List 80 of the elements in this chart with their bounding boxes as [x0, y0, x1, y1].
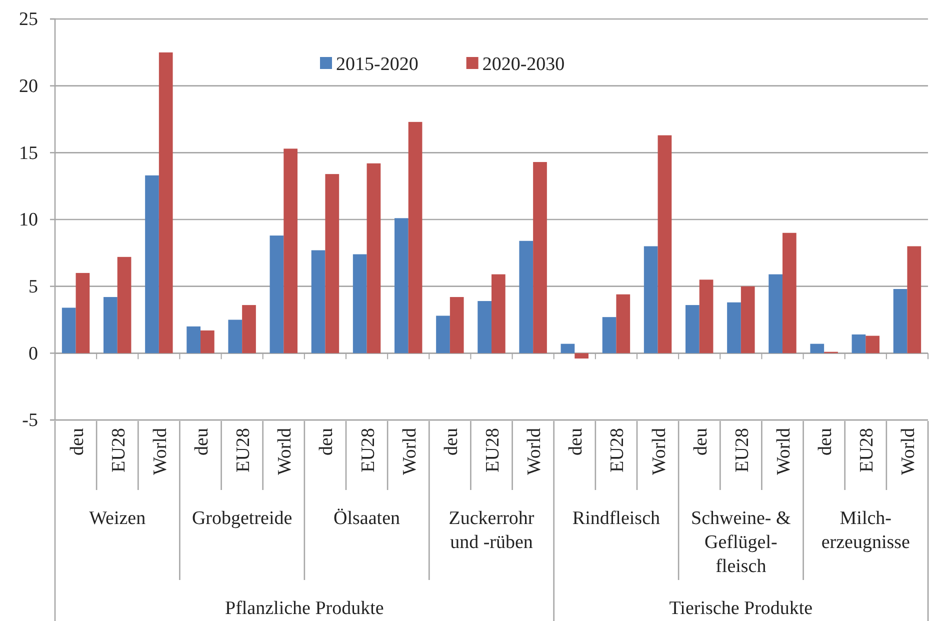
bar	[117, 256, 132, 354]
bar	[145, 175, 159, 354]
bar	[478, 301, 492, 354]
x-tick-label: deu	[316, 428, 338, 456]
bar	[311, 250, 326, 354]
y-tick-label: 0	[28, 343, 38, 364]
bar	[644, 246, 658, 354]
bar	[866, 336, 880, 354]
bar	[270, 236, 284, 354]
bar	[394, 218, 408, 354]
y-tick-label: 5	[28, 276, 38, 298]
x-tick-label: EU28	[482, 428, 504, 472]
bar	[740, 286, 755, 354]
x-tick-label: deu	[192, 428, 212, 456]
x-tick-label: World	[774, 428, 794, 476]
bar	[325, 174, 340, 354]
bar	[242, 305, 256, 354]
x-tick-label: World	[274, 428, 296, 476]
y-tick-label: 10	[19, 210, 38, 231]
x-tick-label: deu	[440, 428, 462, 456]
text: Milch- erzeugnisse	[821, 508, 910, 553]
bar	[602, 317, 616, 354]
bar	[907, 246, 922, 354]
bar	[727, 302, 741, 354]
x-tick-label: deu	[66, 428, 88, 456]
x-tick-label: EU28	[856, 428, 878, 472]
text: Zuckerrohr und -rüben	[448, 508, 535, 553]
x-tick-label: World	[150, 428, 171, 476]
text: Grobgetreide	[192, 508, 292, 529]
text: Weizen	[89, 508, 146, 529]
bar	[450, 297, 464, 354]
x-tick-label: deu	[815, 428, 836, 456]
x-tick-label: deu	[690, 428, 712, 456]
bar	[519, 240, 534, 354]
bar	[852, 334, 866, 354]
x-tick-label: World	[648, 428, 670, 476]
bar	[492, 274, 506, 354]
text: Tierische Produkte	[669, 598, 813, 619]
text: Ölsaaten	[334, 508, 401, 529]
y-tick-label: 15	[19, 142, 38, 164]
bar	[228, 320, 242, 354]
bar	[658, 135, 672, 354]
bar	[574, 353, 588, 359]
bar	[768, 274, 782, 354]
bar	[284, 148, 298, 354]
x-tick-label: EU28	[108, 428, 130, 472]
legend-label: 2015-2020	[336, 54, 418, 75]
text: Rindfleisch	[572, 508, 661, 529]
bar	[62, 308, 76, 354]
bar	[616, 294, 630, 354]
y-tick-label: -5	[22, 410, 38, 432]
bar	[186, 326, 200, 354]
x-tick-label: EU28	[358, 428, 379, 472]
x-tick-label: EU28	[607, 428, 628, 472]
bar	[686, 305, 700, 354]
bar	[893, 289, 908, 354]
bar	[436, 316, 450, 354]
bar	[104, 297, 118, 354]
bar	[158, 52, 173, 354]
bar	[366, 163, 381, 354]
x-tick-label: deu	[566, 428, 587, 456]
x-tick-label: World	[898, 428, 920, 476]
text: Pflanzliche Produkte	[225, 598, 384, 619]
bar	[408, 122, 422, 354]
bar	[782, 232, 796, 354]
bar	[699, 280, 714, 354]
legend-label: 2020-2030	[482, 54, 565, 75]
bar	[76, 272, 90, 354]
y-tick-label: 25	[19, 9, 38, 30]
bar	[533, 162, 547, 354]
x-tick-label: EU28	[233, 428, 254, 472]
y-tick-label: 20	[19, 76, 38, 97]
text: Schweine- & Geflügel- fleisch	[691, 508, 792, 577]
bar	[560, 344, 575, 354]
bar	[352, 254, 367, 354]
bar	[200, 330, 214, 354]
x-tick-label: EU28	[732, 428, 753, 472]
x-tick-label: World	[399, 428, 420, 476]
bar	[810, 344, 824, 354]
x-tick-label: World	[524, 428, 546, 476]
